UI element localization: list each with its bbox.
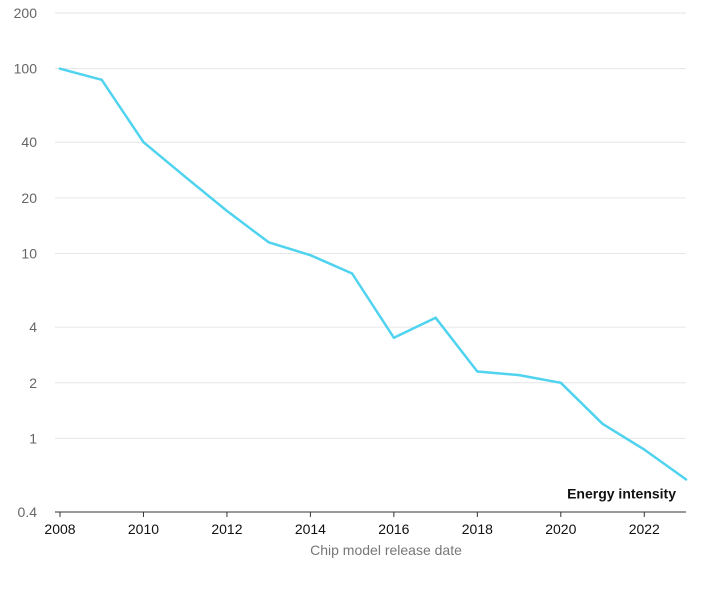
- data-point: [601, 422, 604, 425]
- data-point: [350, 272, 354, 275]
- x-axis-ticks: 2008 2010 2012 2014 2016 2018 2020 2022: [44, 512, 660, 537]
- data-point: [434, 316, 437, 319]
- x-tick-label: 2010: [128, 521, 159, 537]
- series-line-energy-intensity: [58, 67, 688, 481]
- x-tick-label: 2012: [211, 521, 242, 537]
- data-point: [643, 448, 646, 451]
- data-point: [184, 175, 187, 179]
- x-tick-label: 2018: [462, 521, 493, 537]
- grid-layer: [55, 12, 686, 439]
- x-tick-label: 2014: [295, 521, 326, 537]
- y-tick-label: 2: [29, 375, 37, 391]
- x-tick-label: 2020: [545, 521, 576, 537]
- data-point: [559, 381, 562, 384]
- data-point: [392, 336, 396, 340]
- y-tick-label: 4: [29, 319, 37, 335]
- x-tick-label: 2016: [378, 521, 409, 537]
- y-axis-ticks: 200 100 40 20 10 4 2 1 0.4: [14, 5, 38, 520]
- y-tick-label: 200: [14, 5, 38, 21]
- y-tick-label: 100: [14, 61, 38, 77]
- data-point: [476, 370, 479, 373]
- x-tick-label: 2008: [44, 521, 75, 537]
- data-point: [142, 141, 145, 144]
- y-tick-label: 1: [29, 430, 37, 446]
- series-label: Energy intensity: [567, 485, 676, 501]
- x-axis-label: Chip model release date: [310, 542, 462, 558]
- y-tick-label: 20: [21, 190, 37, 206]
- data-point: [225, 209, 229, 213]
- series-layer: Energy intensity: [58, 67, 688, 501]
- data-point: [58, 67, 62, 70]
- x-tick-label: 2022: [629, 521, 660, 537]
- data-point: [267, 241, 270, 244]
- data-point: [517, 373, 521, 377]
- y-tick-label: 40: [21, 134, 37, 150]
- y-tick-label: 0.4: [18, 504, 38, 520]
- data-point: [684, 478, 688, 481]
- y-tick-label: 10: [21, 246, 37, 262]
- data-point: [309, 253, 312, 257]
- data-point: [100, 78, 103, 82]
